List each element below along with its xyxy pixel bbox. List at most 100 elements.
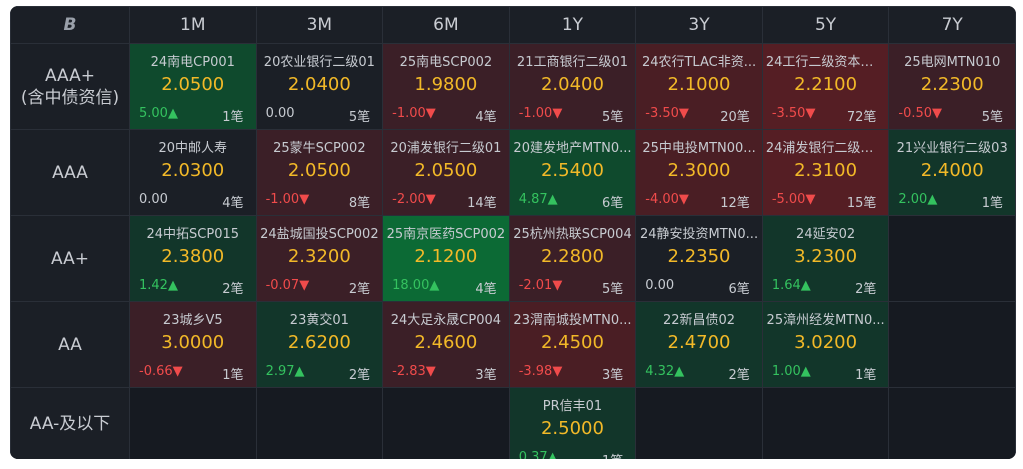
bond-change: 0.00 <box>265 106 295 121</box>
bond-cell[interactable]: 25电网MTN010 2.2300 -0.50▼ 5笔 <box>888 43 1016 130</box>
bond-cell[interactable]: 25中电投MTN00... 2.3000 -4.00▼ 12笔 <box>635 129 763 216</box>
bond-name: 25蒙牛SCP002 <box>273 141 366 156</box>
bond-rate: 1.9800 <box>414 74 478 95</box>
bond-rate: 2.2100 <box>794 74 858 95</box>
bond-cell[interactable]: 24盐城国投SCP002 2.3200 -0.07▼ 2笔 <box>255 215 384 302</box>
trade-count: 4笔 <box>475 110 497 125</box>
bond-change: -5.00▼ <box>771 192 816 207</box>
bond-change: -2.83▼ <box>392 364 436 379</box>
bond-cell[interactable]: 23城乡V5 3.0000 -0.66▼ 1笔 <box>129 301 257 388</box>
bond-name: 24大足永晟CP004 <box>390 313 502 328</box>
empty-cell <box>635 387 763 459</box>
bond-rate: 3.0200 <box>794 332 858 353</box>
bond-change: -1.00▼ <box>518 106 563 121</box>
bond-cell[interactable]: 21兴业银行二级03 2.4000 2.00▲ 1笔 <box>888 129 1016 216</box>
bond-change: -2.00▼ <box>392 192 436 207</box>
bond-rate: 2.3000 <box>667 160 731 181</box>
trade-count: 2笔 <box>348 368 371 383</box>
bond-change: -2.01▼ <box>518 278 563 293</box>
bond-rate: 2.3800 <box>161 246 225 267</box>
bond-cell[interactable]: 23渭南城投MTN0... 2.4500 -3.98▼ 3笔 <box>508 301 637 388</box>
bond-cell[interactable]: 24静安投资MTN0... 2.2350 0.00 6笔 <box>635 215 763 302</box>
bond-change: 2.97▲ <box>265 364 305 379</box>
bond-cell[interactable]: 25南电SCP002 1.9800 -1.00▼ 4笔 <box>382 43 510 130</box>
trade-count: 15笔 <box>846 196 877 211</box>
bond-name: 24农行TLAC非资... <box>641 55 757 70</box>
bond-cell[interactable]: 24大足永晟CP004 2.4600 -2.83▼ 3笔 <box>382 301 510 388</box>
tenor-header[interactable]: 1Y <box>508 6 637 44</box>
bond-cell[interactable]: 21工商银行二级01 2.0400 -1.00▼ 5笔 <box>508 43 637 130</box>
bond-rate: 2.0400 <box>287 74 351 95</box>
bond-cell[interactable]: 20浦发银行二级01 2.0500 -2.00▼ 14笔 <box>382 129 510 216</box>
trade-count: 3笔 <box>475 368 497 383</box>
rating-label-line: AA+ <box>51 248 89 269</box>
bond-cell[interactable]: 20中邮人寿 2.0300 0.00 4笔 <box>129 129 257 216</box>
bond-cell[interactable]: 24延安02 3.2300 1.64▲ 2笔 <box>761 215 890 302</box>
bond-rate: 2.0500 <box>161 74 225 95</box>
tenor-header[interactable]: 3Y <box>635 6 763 44</box>
tenor-header[interactable]: 1M <box>129 6 257 44</box>
bond-cell[interactable]: 25漳州经发MTN0... 3.0200 1.00▲ 1笔 <box>761 301 890 388</box>
bond-name: 21兴业银行二级03 <box>896 141 1008 156</box>
bond-rate: 2.2800 <box>540 246 604 267</box>
bond-name: 24盐城国投SCP002 <box>260 227 379 242</box>
bond-rate: 2.1000 <box>667 74 731 95</box>
bond-name: 25漳州经发MTN0... <box>766 313 885 328</box>
bond-name: 25中电投MTN00... <box>642 141 756 156</box>
rating-label: AAA <box>10 129 130 216</box>
trade-count: 4笔 <box>222 196 244 211</box>
bond-cell[interactable]: 22新昌债02 2.4700 4.32▲ 2笔 <box>635 301 763 388</box>
bond-name: 25南电SCP002 <box>399 55 493 70</box>
empty-cell <box>888 215 1016 302</box>
bond-cell[interactable]: 23黄交01 2.6200 2.97▲ 2笔 <box>255 301 384 388</box>
bond-cell[interactable]: 25杭州热联SCP004 2.2800 -2.01▼ 5笔 <box>508 215 637 302</box>
bond-name: 21工商银行二级01 <box>516 55 629 70</box>
bond-name: 24中拓SCP015 <box>146 227 240 242</box>
bond-name: 25南京医药SCP002 <box>386 227 506 242</box>
bond-rate: 2.3100 <box>794 160 858 181</box>
bond-name: 23黄交01 <box>289 313 349 328</box>
rating-row: AAA+ (含中债资信) 24南电CP001 2.0500 5.00▲ 1笔 20农业银行二… <box>10 43 1016 130</box>
trade-count: 2笔 <box>728 368 750 383</box>
bond-name: 25杭州热联SCP004 <box>513 227 632 242</box>
rating-row: AAA 20中邮人寿 2.0300 0.00 4笔 25蒙牛SCP002 2.0500 -1.… <box>10 129 1016 216</box>
bond-change: -3.50▼ <box>645 106 689 121</box>
empty-cell <box>129 387 257 459</box>
bond-change: 1.42▲ <box>139 278 178 293</box>
trade-count: 2笔 <box>855 282 877 297</box>
bond-change: -3.50▼ <box>771 106 816 121</box>
bond-change: 5.00▲ <box>139 106 178 121</box>
trade-count: 1笔 <box>855 368 877 383</box>
bond-cell[interactable]: 24农行TLAC非资... 2.1000 -3.50▼ 20笔 <box>635 43 763 130</box>
empty-cell <box>761 387 890 459</box>
bond-cell[interactable]: 24浦发银行二级资... 2.3100 -5.00▼ 15笔 <box>761 129 890 216</box>
bond-cell[interactable]: 25蒙牛SCP002 2.0500 -1.00▼ 8笔 <box>255 129 384 216</box>
bond-cell[interactable]: 24中拓SCP015 2.3800 1.42▲ 2笔 <box>129 215 257 302</box>
tenor-header[interactable]: 6M <box>382 6 510 44</box>
bond-change: 0.00 <box>645 278 675 293</box>
rating-row: AA-及以下 PR信丰01 2.5000 0.37▲ 1笔 <box>10 387 1016 459</box>
bond-rate: 2.0500 <box>414 160 478 181</box>
bond-cell[interactable]: 25南京医药SCP002 2.1200 18.00▲ 4笔 <box>382 215 510 302</box>
bond-cell[interactable]: 20农业银行二级01 2.0400 0.00 5笔 <box>255 43 384 130</box>
trade-count: 3笔 <box>601 368 624 383</box>
rating-tenor-heatmap: B 1M 3M 6M 1Y 3Y 5Y 7Y AAA+ (含中债资信) 24南电CP… <box>10 6 1016 459</box>
bond-change: 4.32▲ <box>645 364 685 379</box>
trade-count: 72笔 <box>846 110 877 125</box>
bond-change: 1.64▲ <box>771 278 811 293</box>
rating-label-line: AA <box>58 334 82 355</box>
tenor-header[interactable]: 3M <box>255 6 384 44</box>
trade-count: 6笔 <box>601 196 624 211</box>
bond-cell[interactable]: 24工行二级资本债... 2.2100 -3.50▼ 72笔 <box>761 43 890 130</box>
trade-count: 1笔 <box>222 110 244 125</box>
trade-count: 1笔 <box>602 450 623 459</box>
bond-change: 2.00▲ <box>898 192 938 207</box>
empty-cell <box>888 301 1016 388</box>
bond-cell[interactable]: 20建发地产MTN0... 2.5400 4.87▲ 6笔 <box>508 129 637 216</box>
tenor-header[interactable]: 5Y <box>761 6 890 44</box>
header-row: B 1M 3M 6M 1Y 3Y 5Y 7Y <box>10 6 1016 44</box>
tenor-header[interactable]: 7Y <box>888 6 1016 44</box>
bond-name: PR信丰01 <box>542 399 603 414</box>
bond-cell[interactable]: PR信丰01 2.5000 0.37▲ 1笔 <box>508 387 637 459</box>
bond-cell[interactable]: 24南电CP001 2.0500 5.00▲ 1笔 <box>129 43 257 130</box>
